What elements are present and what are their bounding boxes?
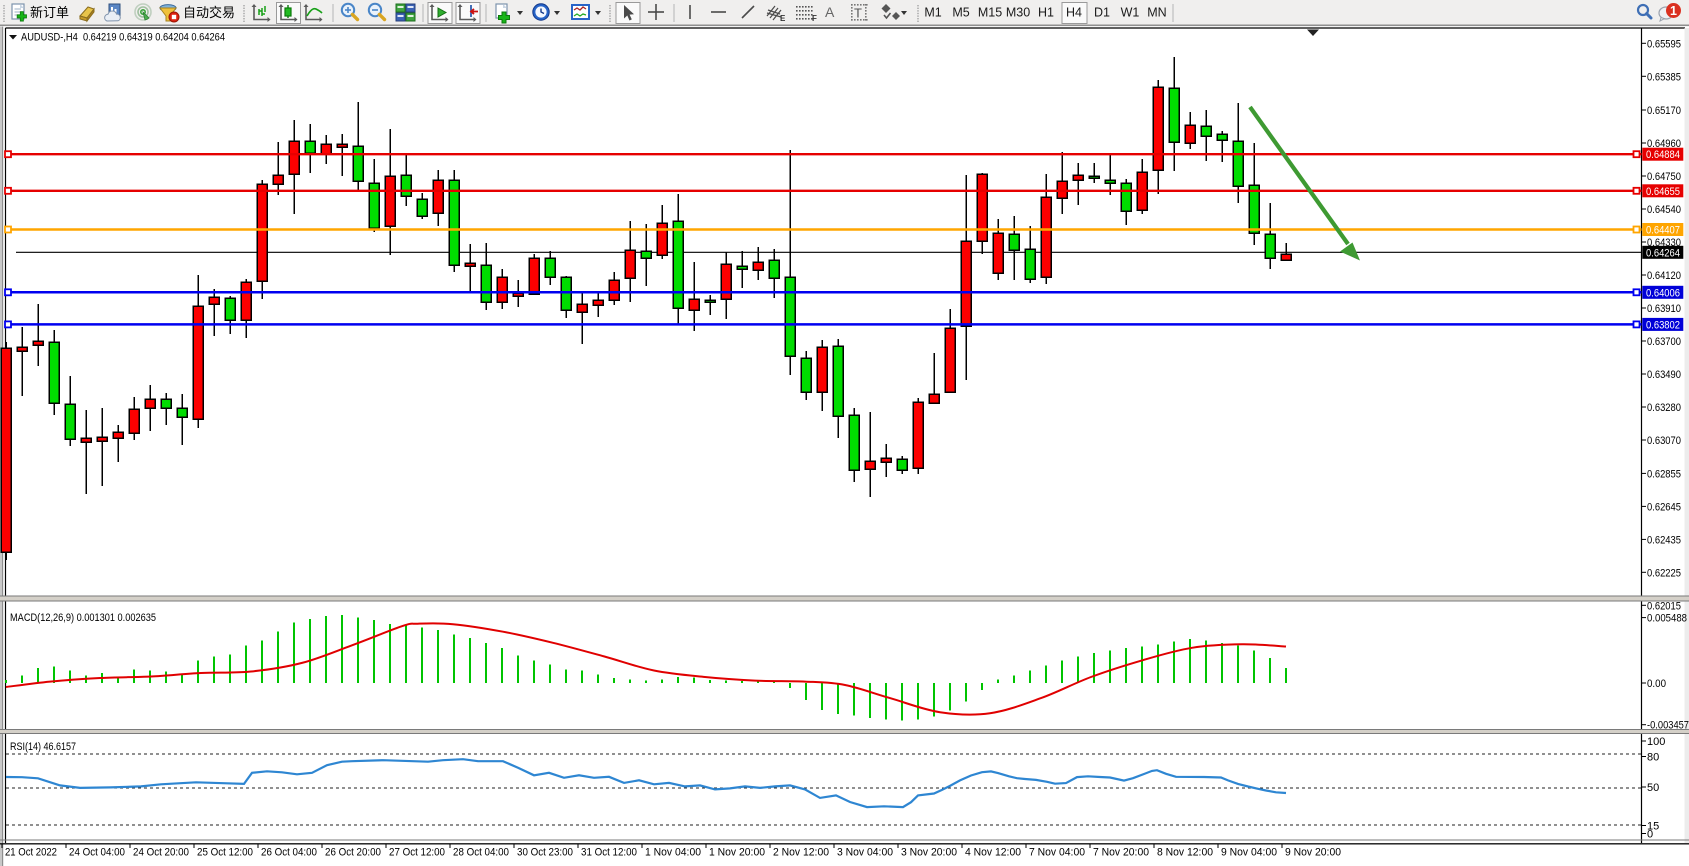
svg-text:15: 15 [1647,821,1659,833]
svg-text:0.64120: 0.64120 [1647,270,1681,282]
svg-text:100: 100 [1647,736,1665,748]
svg-text:0.64884: 0.64884 [1646,149,1680,161]
svg-text:26 Oct 04:00: 26 Oct 04:00 [261,847,317,859]
svg-text:7 Nov 20:00: 7 Nov 20:00 [1093,847,1149,859]
svg-text:0.63910: 0.63910 [1647,303,1681,315]
svg-text:F: F [812,14,817,23]
svg-text:0.62225: 0.62225 [1647,567,1681,579]
svg-text:0.62435: 0.62435 [1647,534,1681,546]
svg-text:自动交易: 自动交易 [183,5,235,20]
svg-text:H4: H4 [1066,6,1082,20]
svg-text:E: E [780,14,786,23]
svg-text:H1: H1 [1038,6,1054,20]
svg-text:0.64655: 0.64655 [1646,186,1680,198]
svg-text:RSI(14) 46.6157: RSI(14) 46.6157 [10,741,76,753]
svg-text:0.64407: 0.64407 [1646,225,1680,237]
svg-text:0.64750: 0.64750 [1647,171,1681,183]
svg-text:0.65385: 0.65385 [1647,71,1681,83]
svg-text:1: 1 [1670,4,1677,18]
svg-text:24 Oct 04:00: 24 Oct 04:00 [69,847,125,859]
svg-text:-0.003457: -0.003457 [1647,720,1689,732]
svg-text:0.62015: 0.62015 [1647,600,1681,612]
svg-text:M15: M15 [978,6,1002,20]
svg-text:7 Nov 04:00: 7 Nov 04:00 [1029,847,1085,859]
svg-text:8 Nov 12:00: 8 Nov 12:00 [1157,847,1213,859]
svg-text:1 Nov 20:00: 1 Nov 20:00 [709,847,765,859]
svg-text:AUDUSD-,H4 0.64219 0.64319 0.: AUDUSD-,H4 0.64219 0.64319 0.64204 0.642… [21,32,225,44]
svg-text:0.63280: 0.63280 [1647,402,1681,414]
svg-text:0.63700: 0.63700 [1647,336,1681,348]
svg-text:D1: D1 [1094,6,1110,20]
svg-text:0.64006: 0.64006 [1646,287,1680,299]
svg-text:0.64540: 0.64540 [1647,204,1681,216]
svg-text:MACD(12,26,9) 0.001301 0.00263: MACD(12,26,9) 0.001301 0.002635 [10,612,156,624]
svg-text:M30: M30 [1006,6,1030,20]
svg-text:9 Nov 04:00: 9 Nov 04:00 [1221,847,1277,859]
svg-text:0.62855: 0.62855 [1647,468,1681,480]
svg-text:0.64960: 0.64960 [1647,138,1681,150]
svg-text:0.63802: 0.63802 [1646,319,1680,331]
svg-text:0.63490: 0.63490 [1647,369,1681,381]
svg-text:3 Nov 04:00: 3 Nov 04:00 [837,847,893,859]
svg-text:0.63070: 0.63070 [1647,435,1681,447]
svg-text:80: 80 [1647,752,1659,764]
svg-text:4 Nov 12:00: 4 Nov 12:00 [965,847,1021,859]
svg-text:M1: M1 [924,6,941,20]
svg-text:50: 50 [1647,782,1659,794]
svg-text:26 Oct 20:00: 26 Oct 20:00 [325,847,381,859]
svg-text:3 Nov 20:00: 3 Nov 20:00 [901,847,957,859]
svg-text:T: T [854,6,862,21]
svg-text:0.64264: 0.64264 [1646,247,1680,259]
svg-text:W1: W1 [1121,6,1140,20]
svg-text:0.005488: 0.005488 [1647,613,1687,625]
svg-text:2 Nov 12:00: 2 Nov 12:00 [773,847,829,859]
svg-text:0.00: 0.00 [1647,678,1666,690]
svg-text:27 Oct 12:00: 27 Oct 12:00 [389,847,445,859]
svg-text:25 Oct 12:00: 25 Oct 12:00 [197,847,253,859]
svg-text:28 Oct 04:00: 28 Oct 04:00 [453,847,509,859]
svg-text:30 Oct 23:00: 30 Oct 23:00 [517,847,573,859]
svg-text:0.65595: 0.65595 [1647,38,1681,50]
svg-text:新订单: 新订单 [30,5,69,20]
svg-text:9 Nov 20:00: 9 Nov 20:00 [1285,847,1341,859]
svg-text:0.65170: 0.65170 [1647,105,1681,117]
svg-text:0: 0 [1647,829,1653,841]
svg-text:21 Oct 2022: 21 Oct 2022 [5,847,57,859]
svg-text:A: A [825,4,835,20]
svg-text:24 Oct 20:00: 24 Oct 20:00 [133,847,189,859]
svg-text:31 Oct 12:00: 31 Oct 12:00 [581,847,637,859]
svg-text:MN: MN [1147,6,1166,20]
svg-text:M5: M5 [952,6,969,20]
svg-text:0.62645: 0.62645 [1647,501,1681,513]
svg-text:1 Nov 04:00: 1 Nov 04:00 [645,847,701,859]
